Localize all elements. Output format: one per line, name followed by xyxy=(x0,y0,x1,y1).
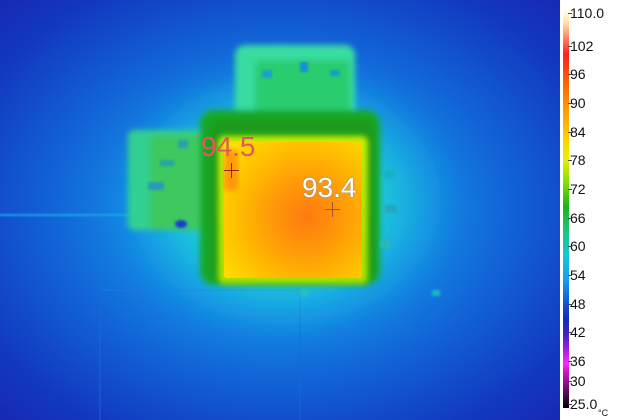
colorbar-tick: 48 xyxy=(568,295,586,312)
spot-max-crosshair-icon xyxy=(224,163,239,178)
colorbar-tick: 60 xyxy=(568,238,586,255)
colorbar-tick: 78 xyxy=(568,152,586,169)
spot-center-temperature-label: 93.4 xyxy=(302,172,357,203)
thermal-image xyxy=(0,0,560,420)
colorbar-tick: 84 xyxy=(568,123,586,140)
colorbar-tick: 72 xyxy=(568,180,586,197)
colorbar-tick: 102 xyxy=(567,37,594,54)
colorbar-tick-labels: 110.0 102 96 90 84 78 72 66 60 54 48 42 … xyxy=(567,0,619,420)
colorbar-tick: 96 xyxy=(568,66,586,83)
colorbar-tick: 42 xyxy=(568,324,586,341)
colorbar-tick: 66 xyxy=(568,209,586,226)
colorbar-tick: 36 xyxy=(568,352,586,369)
colorbar-tick: 30 xyxy=(568,373,586,390)
colorbar-min-label: 25.0 xyxy=(567,396,598,412)
spot-center-crosshair-icon xyxy=(325,202,340,217)
temperature-colorbar xyxy=(563,6,569,408)
colorbar-tick: 54 xyxy=(568,266,586,283)
temperature-unit-label: °C xyxy=(598,408,609,418)
colorbar-max-label: 110.0 xyxy=(568,5,604,21)
spot-max-temperature-label: 94.5 xyxy=(201,131,256,162)
colorbar-tick: 90 xyxy=(568,94,586,111)
